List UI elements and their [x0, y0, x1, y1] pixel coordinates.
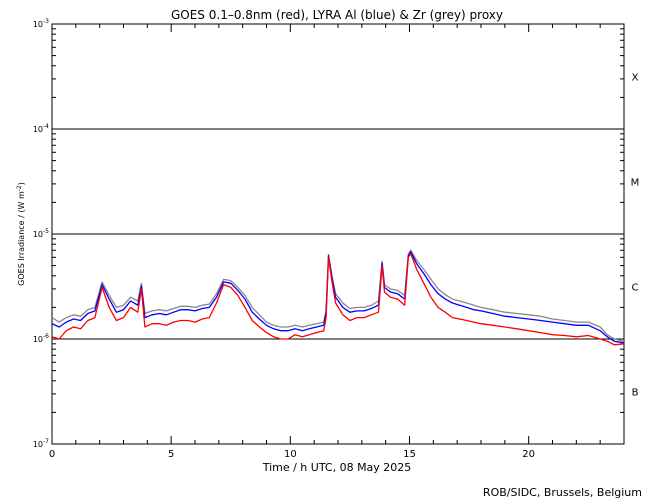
flare-class-label-c: C: [632, 283, 639, 294]
chart-title: GOES 0.1–0.8nm (red), LYRA Al (blue) & Z…: [171, 8, 503, 22]
y-tick-label: 10-6: [33, 333, 49, 344]
y-tick-label: 10-7: [33, 438, 49, 449]
x-tick-label: 15: [403, 449, 416, 460]
y-axis-ticks: 10-7 10-6 10-5 10-4 10-3: [33, 18, 624, 449]
series-line-lyra-zr-proxy: [51, 249, 625, 342]
x-tick-label: 10: [284, 449, 297, 460]
flare-class-label-m: M: [631, 178, 640, 189]
x-axis-label: Time / h UTC, 08 May 2025: [262, 461, 412, 474]
x-tick-label: 5: [168, 449, 174, 460]
series-layer: [51, 249, 625, 346]
credit-text: ROB/SIDC, Brussels, Belgium: [483, 486, 642, 499]
y-tick-label: 10-4: [33, 123, 49, 134]
y-tick-label: 10-5: [33, 228, 49, 239]
y-tick-label: 10-3: [33, 18, 49, 29]
x-axis-ticks: 0 5 10 15 20: [49, 24, 625, 460]
x-tick-label: 20: [522, 449, 535, 460]
flare-class-lines: [52, 128, 624, 340]
flare-class-label-x: X: [632, 73, 639, 84]
x-tick-label: 0: [49, 449, 55, 460]
flare-class-labels: B C M X: [631, 73, 640, 399]
series-line-goes-0-1-0-8nm: [51, 252, 625, 346]
flare-class-label-b: B: [632, 388, 639, 399]
y-axis-label: GOES Irradiance / (W m-2): [16, 182, 26, 286]
